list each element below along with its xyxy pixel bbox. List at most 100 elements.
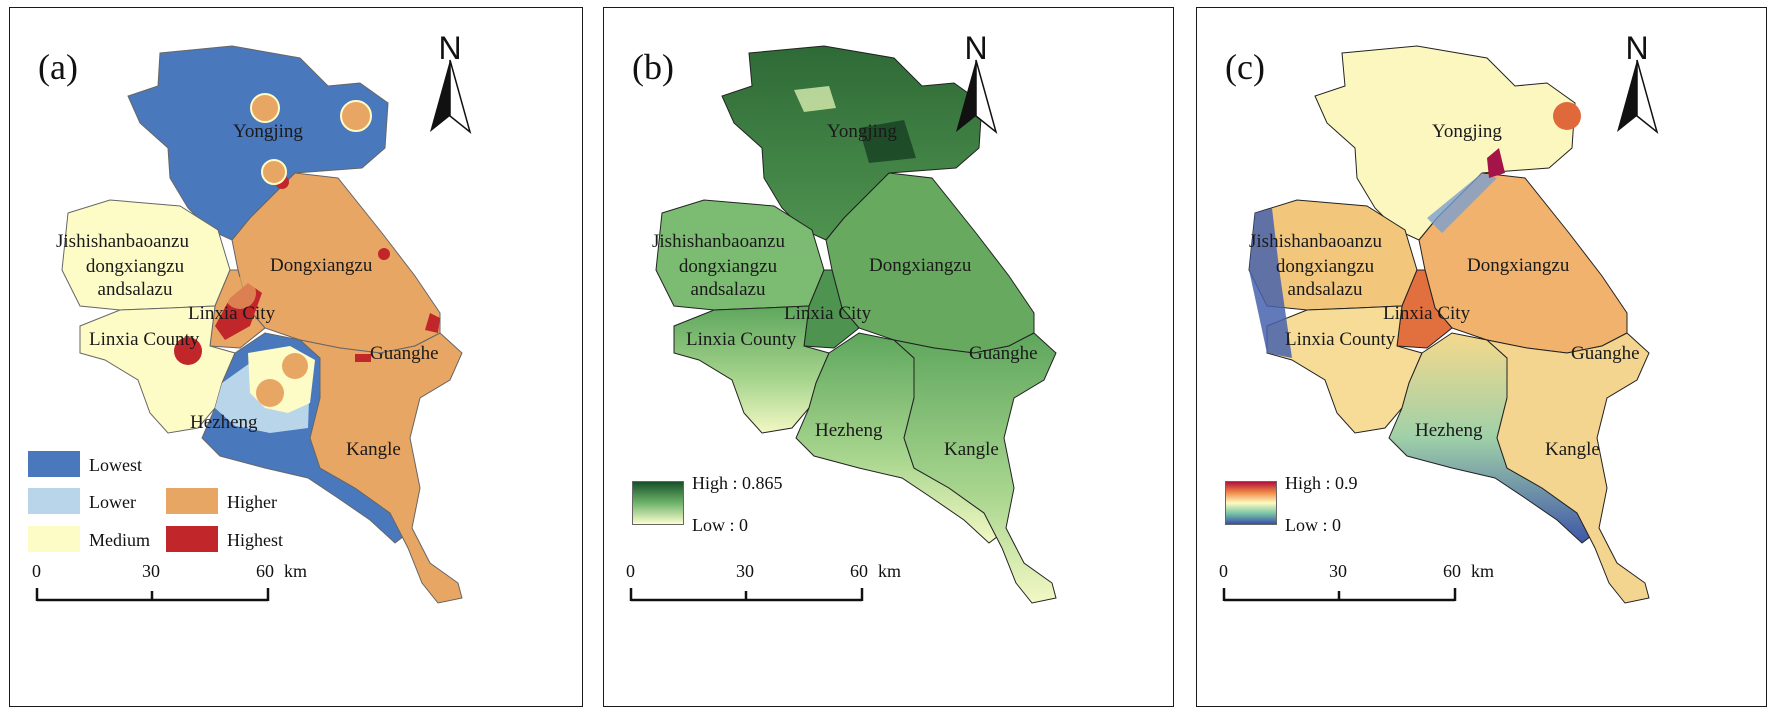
map-b-canvas (629, 45, 1057, 604)
legend-label-medium: Medium (89, 530, 150, 550)
place-label: Dongxiangzu (869, 255, 972, 276)
place-label: Yongjing (827, 121, 897, 142)
place-label: Hezheng (190, 412, 258, 433)
patch-higher-1 (250, 93, 280, 123)
scale-tick-0: 0 (626, 561, 635, 581)
scale-tick-60: 60 (850, 561, 868, 581)
region-linxia-county-c (1266, 305, 1423, 434)
region-linxia-city-c (1396, 269, 1453, 349)
legend-color-ramp-b (632, 481, 684, 525)
region-kangle-a (298, 332, 463, 604)
place-label: Dongxiangzu (1467, 255, 1570, 276)
patch-river-c (1427, 173, 1497, 233)
legend-swatch-lowest (28, 451, 80, 477)
north-label-a: N (420, 32, 480, 64)
place-label: andsalazu (690, 279, 766, 300)
legend-low-b: Low : 0 (692, 515, 748, 535)
legend-swatch-highest (166, 526, 218, 552)
legend-swatch-medium (28, 526, 80, 552)
scale-unit: km (1471, 561, 1495, 581)
place-label: Kangle (1545, 439, 1600, 460)
region-linxia-county-b (673, 305, 830, 434)
place-label: Yongjing (233, 121, 303, 142)
place-label: Linxia City (188, 303, 276, 324)
scale-tick-30: 30 (142, 561, 160, 581)
patch-higher-2 (340, 100, 372, 132)
place-label: Guanghe (370, 343, 439, 364)
legend-high-c: High : 0.9 (1285, 473, 1358, 493)
legend-swatch-higher (166, 488, 218, 514)
place-label: Guanghe (1571, 343, 1640, 364)
scale-bar-c (1222, 588, 1457, 602)
map-panel-b: (b) N Yongjing Jishishanbaoanzu dongxian… (603, 7, 1174, 707)
patch-higher-3 (261, 159, 287, 185)
scale-tick-30: 30 (736, 561, 754, 581)
north-arrow-b (956, 59, 998, 135)
place-label: Guanghe (969, 343, 1038, 364)
legend-low-c: Low : 0 (1285, 515, 1341, 535)
place-label: Linxia City (1383, 303, 1471, 324)
legend-label-highest: Highest (227, 530, 283, 550)
place-label: dongxiangzu (678, 256, 778, 277)
panel-label-c: (c) (1225, 47, 1265, 87)
patch-red-c (1487, 148, 1505, 178)
place-label: Hezheng (1415, 420, 1483, 441)
scale-bar-a (35, 588, 270, 602)
panel-label-a: (a) (38, 47, 78, 87)
map-c-canvas (1222, 45, 1659, 604)
panel-label-b: (b) (632, 47, 674, 87)
place-label: andsalazu (97, 279, 173, 300)
place-label: Linxia County (1285, 329, 1396, 350)
place-label: Jishishanbaoanzu (1249, 231, 1382, 252)
legend-label-higher: Higher (227, 492, 277, 512)
scale-unit: km (878, 561, 902, 581)
map-a-canvas (35, 45, 472, 604)
place-label: Jishishanbaoanzu (56, 231, 189, 252)
patch-highest-5 (355, 354, 371, 362)
legend-color-ramp-c (1225, 481, 1277, 525)
scale-tick-0: 0 (32, 561, 41, 581)
north-arrow-a (430, 59, 472, 135)
north-letter-c: N (1625, 30, 1649, 66)
patch-highest-2 (174, 337, 202, 365)
place-label: Linxia County (686, 329, 797, 350)
region-kangle-c (1485, 332, 1650, 604)
patch-hotspot-c (1553, 102, 1581, 130)
scale-bar-b (629, 588, 864, 602)
scale-tick-60: 60 (1443, 561, 1461, 581)
scale-tick-0: 0 (1219, 561, 1228, 581)
map-panel-a: (a) N Yongjing Jishishanbaoanzu dongxian… (9, 7, 583, 707)
legend-swatch-lower (28, 488, 80, 514)
place-label: Dongxiangzu (270, 255, 373, 276)
scale-tick-30: 30 (1329, 561, 1347, 581)
scale-unit: km (284, 561, 308, 581)
place-label: dongxiangzu (85, 256, 185, 277)
region-kangle-b (892, 332, 1057, 604)
patch-higher-5 (256, 379, 284, 407)
north-letter-b: N (964, 30, 988, 66)
legend-label-lower: Lower (89, 492, 136, 512)
north-arrow-c (1617, 59, 1659, 135)
place-label: andsalazu (1287, 279, 1363, 300)
region-linxia-city-b (803, 269, 860, 349)
place-label: Linxia County (89, 329, 200, 350)
place-label: Yongjing (1432, 121, 1502, 142)
place-label: Jishishanbaoanzu (652, 231, 785, 252)
place-label: Kangle (346, 439, 401, 460)
patch-higher-4 (282, 353, 308, 379)
patch-light-b (794, 86, 836, 112)
patch-dark-b (859, 120, 916, 163)
north-label-b: N (946, 32, 1006, 64)
place-label: Hezheng (815, 420, 883, 441)
north-label-c: N (1607, 32, 1667, 64)
map-panel-c: (c) N Yongjing Jishishanbaoanzu dongxian… (1196, 7, 1767, 707)
patch-blue-edge-c (1249, 208, 1292, 358)
legend-label-lowest: Lowest (89, 455, 142, 475)
legend-high-b: High : 0.865 (692, 473, 783, 493)
patch-highest-3 (378, 248, 390, 260)
patch-higher-6 (224, 277, 256, 309)
north-letter-a: N (438, 30, 462, 66)
patch-highest-4 (425, 313, 440, 333)
scale-tick-60: 60 (256, 561, 274, 581)
place-label: Linxia City (784, 303, 872, 324)
